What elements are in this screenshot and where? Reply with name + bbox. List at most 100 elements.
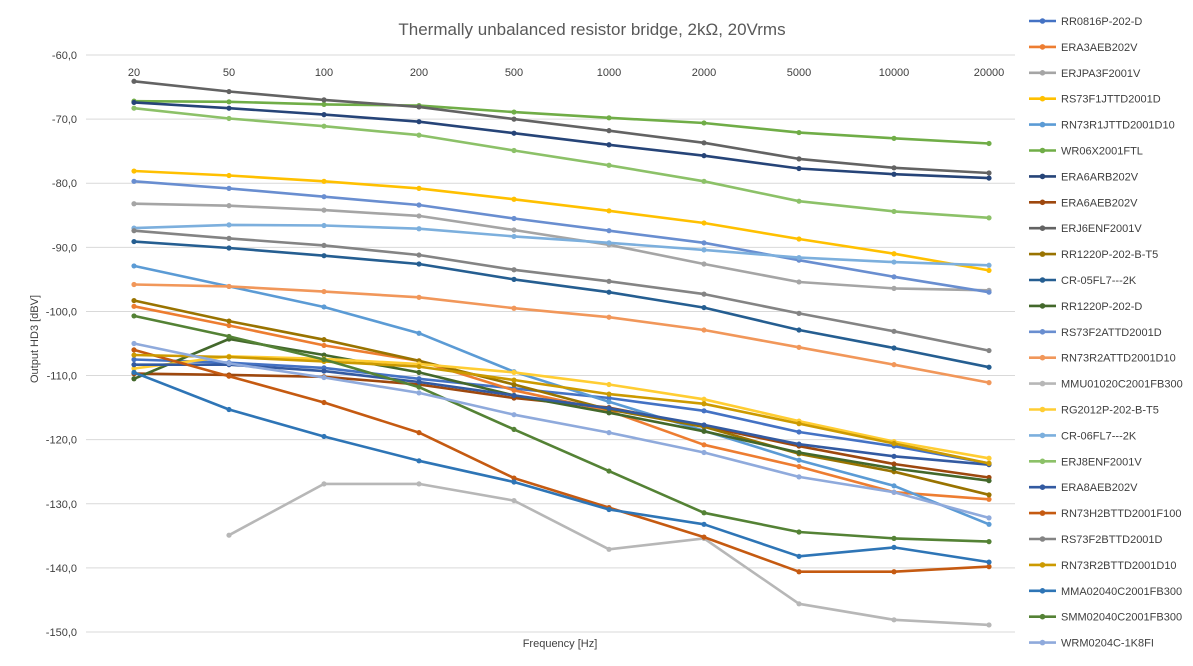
data-point bbox=[131, 263, 137, 269]
data-point bbox=[131, 362, 137, 368]
data-point bbox=[226, 406, 232, 413]
data-point bbox=[796, 474, 802, 480]
data-point bbox=[511, 377, 517, 383]
data-point bbox=[416, 185, 422, 191]
data-point bbox=[226, 172, 232, 179]
legend-label: ERA8AEB202V bbox=[1061, 482, 1138, 494]
series-22 bbox=[131, 369, 992, 565]
data-point bbox=[701, 291, 707, 297]
data-point bbox=[891, 362, 897, 368]
data-point bbox=[891, 483, 897, 489]
data-point bbox=[606, 468, 612, 474]
data-point bbox=[606, 506, 612, 513]
series-line bbox=[132, 283, 991, 384]
data-point bbox=[511, 276, 517, 282]
data-point bbox=[131, 105, 137, 111]
data-point bbox=[131, 376, 137, 382]
data-point bbox=[986, 460, 992, 466]
series-17 bbox=[131, 105, 992, 221]
legend-label: RG2012P-202-B-T5 bbox=[1061, 405, 1159, 417]
legend-item: ERJ8ENF2001V bbox=[1029, 456, 1142, 468]
data-point bbox=[606, 115, 612, 121]
legend-swatch-marker bbox=[1039, 95, 1046, 102]
data-point bbox=[511, 475, 517, 481]
data-point bbox=[986, 140, 992, 147]
y-tick-label: -70,0 bbox=[52, 114, 77, 126]
data-point bbox=[891, 535, 897, 541]
series-line bbox=[132, 299, 991, 497]
data-point bbox=[131, 340, 137, 347]
series-line bbox=[132, 202, 991, 292]
legend-item: RR1220P-202-D bbox=[1029, 301, 1142, 313]
series-23 bbox=[131, 313, 992, 545]
series-line bbox=[132, 99, 991, 145]
data-point bbox=[226, 235, 232, 241]
data-point bbox=[796, 156, 802, 162]
legend-label: WRM0204C-1K8FI bbox=[1061, 638, 1154, 650]
legend-label: RS73F1JTTD2001D bbox=[1061, 94, 1161, 106]
legend-swatch-marker bbox=[1039, 639, 1046, 646]
data-point bbox=[131, 297, 137, 304]
data-point bbox=[131, 356, 137, 363]
data-point bbox=[986, 289, 992, 295]
data-point bbox=[511, 267, 517, 273]
legend-label: ERJ8ENF2001V bbox=[1061, 456, 1142, 468]
legend-swatch-marker bbox=[1039, 613, 1046, 620]
legend-swatch-marker bbox=[1039, 380, 1046, 387]
data-point bbox=[891, 285, 897, 291]
data-point bbox=[416, 213, 422, 219]
legend-label: RN73H2BTTD2001F100 bbox=[1061, 508, 1181, 520]
legend-swatch-marker bbox=[1039, 354, 1046, 361]
data-point bbox=[511, 479, 517, 485]
data-point bbox=[321, 288, 327, 295]
legend-item: ERA3AEB202V bbox=[1029, 42, 1138, 54]
data-point bbox=[226, 373, 232, 379]
data-point bbox=[416, 252, 422, 258]
data-point bbox=[321, 356, 327, 363]
data-point bbox=[131, 168, 137, 174]
series-line bbox=[132, 101, 991, 180]
data-point bbox=[796, 236, 802, 242]
data-point bbox=[321, 112, 327, 118]
data-point bbox=[701, 396, 707, 402]
data-point bbox=[701, 408, 707, 414]
data-point bbox=[131, 238, 137, 245]
data-point bbox=[226, 354, 232, 360]
legend-label: MMA02040C2001FB300 bbox=[1061, 586, 1182, 598]
data-point bbox=[321, 399, 327, 406]
data-point bbox=[321, 352, 327, 358]
data-point bbox=[796, 553, 802, 559]
series-13 bbox=[131, 281, 992, 386]
legend-swatch-marker bbox=[1039, 251, 1046, 257]
series-24 bbox=[131, 340, 992, 521]
data-point bbox=[511, 305, 517, 311]
data-point bbox=[986, 622, 992, 628]
data-point bbox=[226, 185, 232, 191]
data-point bbox=[891, 345, 897, 351]
data-point bbox=[701, 247, 707, 253]
legend-item: RR1220P-202-B-T5 bbox=[1029, 249, 1158, 261]
series-line bbox=[132, 229, 991, 352]
legend-swatch-marker bbox=[1039, 147, 1046, 154]
legend-label: ERJ6ENF2001V bbox=[1061, 223, 1142, 235]
data-point bbox=[416, 132, 422, 138]
data-point bbox=[321, 207, 327, 213]
data-point bbox=[131, 303, 137, 309]
legend-label: ERA3AEB202V bbox=[1061, 42, 1138, 54]
data-point bbox=[321, 481, 327, 487]
legend-label: MMU01020C2001FB300 bbox=[1061, 379, 1183, 391]
data-point bbox=[606, 314, 612, 320]
x-tick-label: 50 bbox=[223, 67, 235, 79]
data-point bbox=[416, 369, 422, 375]
data-point bbox=[986, 380, 992, 386]
data-point bbox=[416, 226, 422, 232]
legend-item: CR-05FL7---2K bbox=[1029, 275, 1137, 287]
data-point bbox=[701, 140, 707, 146]
data-point bbox=[796, 310, 802, 316]
data-point bbox=[416, 458, 422, 464]
legend: RR0816P-202-D ERA3AEB202V ERJPA3F2001V RS73… bbox=[1029, 16, 1183, 650]
data-point bbox=[511, 227, 517, 233]
legend-label: RR1220P-202-B-T5 bbox=[1061, 249, 1158, 261]
data-point bbox=[606, 128, 612, 134]
legend-label: SMM02040C2001FB300 bbox=[1061, 612, 1182, 624]
